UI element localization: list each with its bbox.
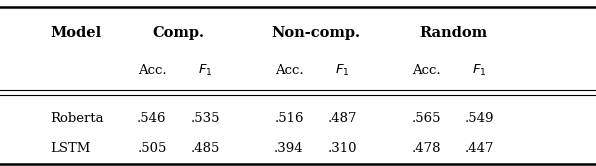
Text: Comp.: Comp. — [153, 26, 205, 40]
Text: Acc.: Acc. — [275, 64, 303, 77]
Text: Non-comp.: Non-comp. — [271, 26, 361, 40]
Text: .394: .394 — [274, 142, 304, 155]
Text: Acc.: Acc. — [138, 64, 166, 77]
Text: .516: .516 — [274, 112, 304, 125]
Text: .310: .310 — [328, 142, 358, 155]
Text: .505: .505 — [137, 142, 167, 155]
Text: $F_1$: $F_1$ — [198, 63, 213, 78]
Text: Model: Model — [51, 26, 102, 40]
Text: .478: .478 — [411, 142, 441, 155]
Text: .447: .447 — [465, 142, 495, 155]
Text: $F_1$: $F_1$ — [336, 63, 350, 78]
Text: LSTM: LSTM — [51, 142, 91, 155]
Text: Acc.: Acc. — [412, 64, 440, 77]
Text: $F_1$: $F_1$ — [473, 63, 487, 78]
Text: .565: .565 — [411, 112, 441, 125]
Text: .487: .487 — [328, 112, 358, 125]
Text: .546: .546 — [137, 112, 167, 125]
Text: Random: Random — [419, 26, 487, 40]
Text: .549: .549 — [465, 112, 495, 125]
Text: .535: .535 — [191, 112, 221, 125]
Text: .485: .485 — [191, 142, 221, 155]
Text: Roberta: Roberta — [51, 112, 104, 125]
